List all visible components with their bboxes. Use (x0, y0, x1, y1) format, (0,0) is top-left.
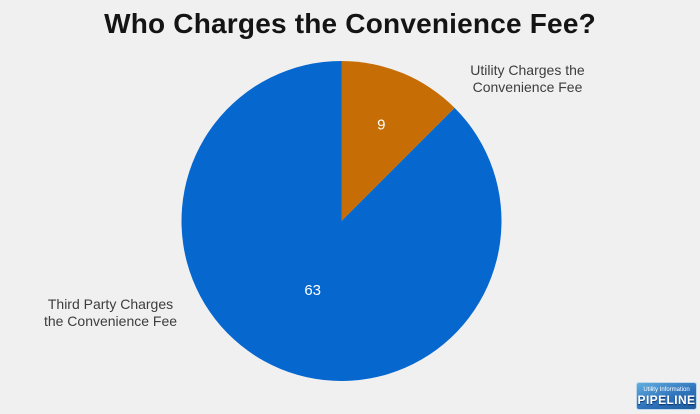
chart-title: Who Charges the Convenience Fee? (104, 8, 596, 39)
pie-value-third-party: 63 (304, 282, 321, 299)
logo-bottom-text: PIPELINE (637, 393, 696, 407)
pie-slice-utility (341, 61, 455, 221)
utility-information-pipeline-logo: Utility Information PIPELINE (636, 382, 697, 410)
slice-label-utility-line2: Convenience Fee (472, 79, 583, 95)
slice-label-third-party: Third Party Charges the Convenience Fee (18, 296, 203, 330)
slice-label-utility: Utility Charges the Convenience Fee (440, 62, 615, 96)
logo-top-text: Utility Information (643, 387, 690, 393)
pie-value-utility: 9 (377, 116, 385, 133)
slice-label-third-party-line1: Third Party Charges (47, 296, 174, 312)
slice-label-utility-line1: Utility Charges the (470, 62, 585, 78)
pie-slice-third-party (181, 61, 502, 381)
slice-label-third-party-line2: the Convenience Fee (43, 313, 178, 329)
